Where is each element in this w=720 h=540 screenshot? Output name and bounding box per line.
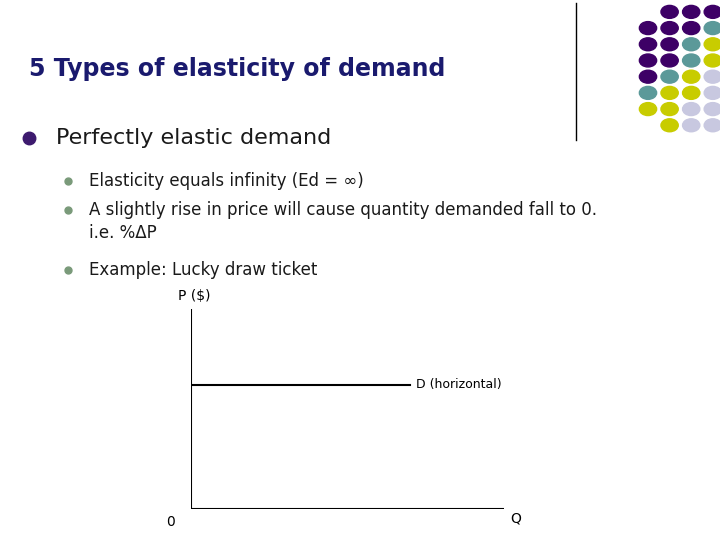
Text: A slightly rise in price will cause quantity demanded fall to 0.: A slightly rise in price will cause quan…: [89, 201, 597, 219]
Circle shape: [683, 38, 700, 51]
Circle shape: [683, 86, 700, 99]
Circle shape: [683, 5, 700, 18]
Circle shape: [683, 103, 700, 116]
Text: 0: 0: [166, 515, 175, 529]
Circle shape: [704, 38, 720, 51]
Circle shape: [661, 22, 678, 35]
Text: P ($): P ($): [179, 289, 211, 303]
Text: Q: Q: [510, 512, 521, 525]
Circle shape: [704, 103, 720, 116]
Text: Elasticity equals infinity (Ed = ∞): Elasticity equals infinity (Ed = ∞): [89, 172, 364, 190]
Circle shape: [661, 103, 678, 116]
Circle shape: [704, 54, 720, 67]
Circle shape: [639, 22, 657, 35]
Circle shape: [704, 70, 720, 83]
Circle shape: [661, 5, 678, 18]
Circle shape: [704, 119, 720, 132]
Circle shape: [683, 70, 700, 83]
Circle shape: [683, 54, 700, 67]
Circle shape: [661, 86, 678, 99]
Circle shape: [704, 22, 720, 35]
Circle shape: [639, 54, 657, 67]
Circle shape: [683, 22, 700, 35]
Text: i.e. %ΔP: i.e. %ΔP: [89, 224, 156, 242]
Circle shape: [639, 103, 657, 116]
Text: Example: Lucky draw ticket: Example: Lucky draw ticket: [89, 261, 317, 279]
Circle shape: [704, 86, 720, 99]
Circle shape: [661, 70, 678, 83]
Text: 5 Types of elasticity of demand: 5 Types of elasticity of demand: [29, 57, 445, 80]
Circle shape: [639, 38, 657, 51]
Text: D (horizontal): D (horizontal): [416, 379, 502, 392]
Circle shape: [683, 119, 700, 132]
Circle shape: [639, 70, 657, 83]
Circle shape: [639, 86, 657, 99]
Circle shape: [661, 119, 678, 132]
Circle shape: [704, 5, 720, 18]
Circle shape: [661, 38, 678, 51]
Circle shape: [661, 54, 678, 67]
Text: Perfectly elastic demand: Perfectly elastic demand: [56, 127, 331, 148]
